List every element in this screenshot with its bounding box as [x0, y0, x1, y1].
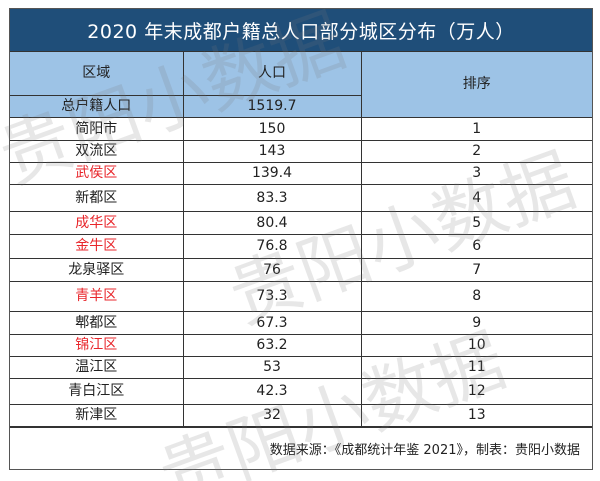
header-region: 区域 — [10, 52, 184, 96]
population-cell: 76 — [182, 257, 362, 282]
rank-cell: 2 — [360, 139, 592, 163]
population-cell: 150 — [182, 116, 362, 141]
population-cell: 139.4 — [182, 161, 362, 185]
table-row: 青白江区 42.3 12 — [10, 377, 592, 405]
rank-cell: 3 — [360, 161, 592, 185]
header-row: 区域 人口 排序 — [10, 52, 592, 118]
region-cell-highlight: 成华区 — [10, 210, 184, 235]
table-row: 武侯区 139.4 3 — [10, 161, 592, 185]
rank-cell: 6 — [360, 233, 592, 259]
population-cell: 63.2 — [182, 333, 362, 357]
table-row: 简阳市 150 1 — [10, 116, 592, 141]
table-row: 新津区 32 13 — [10, 403, 592, 427]
population-cell: 143 — [182, 139, 362, 163]
region-cell: 青白江区 — [10, 377, 184, 405]
rank-cell: 4 — [360, 183, 592, 212]
population-cell: 53 — [182, 355, 362, 379]
total-value: 1519.7 — [182, 94, 361, 118]
rank-cell: 1 — [360, 116, 592, 141]
table-title: 2020 年末成都户籍总人口部分城区分布（万人） — [10, 9, 592, 52]
region-cell: 郫都区 — [10, 310, 184, 335]
region-cell: 新都区 — [10, 183, 184, 212]
population-cell: 76.8 — [182, 233, 362, 259]
region-cell: 龙泉驿区 — [10, 257, 184, 282]
population-table-sheet: 2020 年末成都户籍总人口部分城区分布（万人） 区域 人口 排序 总户籍人口 … — [9, 8, 593, 470]
header-rank: 排序 — [360, 52, 592, 118]
rank-cell: 11 — [360, 355, 592, 379]
population-cell: 42.3 — [182, 377, 362, 405]
population-cell: 80.4 — [182, 210, 362, 235]
table-row: 龙泉驿区 76 7 — [10, 257, 592, 282]
region-cell-highlight: 青羊区 — [10, 280, 184, 312]
rank-cell: 7 — [360, 257, 592, 282]
region-cell: 简阳市 — [10, 116, 184, 141]
population-table: 区域 人口 排序 总户籍人口 1519.7 简阳市 150 1 双流区 143 … — [10, 52, 592, 427]
total-label: 总户籍人口 — [10, 94, 184, 118]
header-population: 人口 — [182, 52, 362, 96]
region-cell-highlight: 金牛区 — [10, 233, 184, 259]
table-row: 新都区 83.3 4 — [10, 183, 592, 212]
table-row: 双流区 143 2 — [10, 139, 592, 163]
rank-cell: 9 — [360, 310, 592, 335]
region-cell: 温江区 — [10, 355, 184, 379]
table-row: 郫都区 67.3 9 — [10, 310, 592, 335]
region-cell: 双流区 — [10, 139, 184, 163]
region-cell-highlight: 武侯区 — [10, 161, 184, 185]
rank-cell: 13 — [360, 403, 592, 427]
rank-cell: 5 — [360, 210, 592, 235]
rank-cell: 12 — [360, 377, 592, 405]
table-row: 金牛区 76.8 6 — [10, 233, 592, 259]
table-row: 成华区 80.4 5 — [10, 210, 592, 235]
population-cell: 67.3 — [182, 310, 362, 335]
population-cell: 83.3 — [182, 183, 362, 212]
source-text: 数据来源：《成都统计年鉴 2021》，制表：贵阳小数据 — [269, 442, 580, 458]
table-row: 锦江区 63.2 10 — [10, 333, 592, 357]
table-row: 青羊区 73.3 8 — [10, 280, 592, 312]
population-cell: 32 — [182, 403, 362, 427]
table-row: 温江区 53 11 — [10, 355, 592, 379]
population-cell: 73.3 — [182, 280, 362, 312]
rank-cell: 10 — [360, 333, 592, 357]
region-cell-highlight: 锦江区 — [10, 333, 184, 357]
rank-cell: 8 — [360, 280, 592, 312]
total-row: 总户籍人口 1519.7 — [10, 94, 592, 118]
region-cell: 新津区 — [10, 403, 184, 427]
source-footer: 数据来源：《成都统计年鉴 2021》，制表：贵阳小数据 — [10, 426, 592, 469]
